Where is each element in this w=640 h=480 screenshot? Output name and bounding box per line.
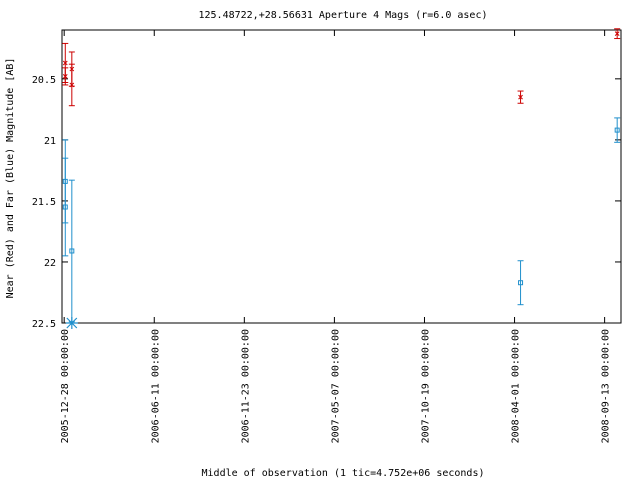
plot-frame <box>61 29 622 324</box>
x-tick-label: 2008-04-01 00:00:00 <box>511 329 522 443</box>
data-point-near <box>62 60 68 66</box>
x-tick-label: 2007-10-19 00:00:00 <box>420 329 431 443</box>
y-tick-label: 20.5 <box>32 75 56 86</box>
data-point-far <box>518 280 524 286</box>
data-point-near <box>69 82 75 88</box>
plot-area: 20.5 21 21.5 22 22.5 2005-12-28 00:00:00 2006-… <box>32 28 622 443</box>
data-point-far <box>62 204 68 210</box>
x-axis-label: Middle of observation (1 tic=4.752e+06 s… <box>202 468 485 479</box>
chart-title: 125.48722,+28.56631 Aperture 4 Mags (r=6… <box>199 10 488 21</box>
y-tick-label: 21.5 <box>32 197 56 208</box>
data-point-near <box>518 94 523 100</box>
y-tick-label: 22 <box>44 258 56 269</box>
x-tick-label: 2008-09-13 00:00:00 <box>601 329 612 443</box>
x-tick-label: 2006-06-11 00:00:00 <box>150 329 161 443</box>
x-tick-label: 2007-05-07 00:00:00 <box>330 329 341 443</box>
y-axis-label: Near (Red) and Far (Blue) Magnitude [AB] <box>5 58 16 299</box>
x-tick-label: 2006-11-23 00:00:00 <box>240 329 251 443</box>
upper-limit-marker <box>65 317 78 329</box>
y-tick-label: 22.5 <box>32 319 56 330</box>
data-point-near <box>62 74 68 79</box>
x-tick-label: 2005-12-28 00:00:00 <box>60 329 71 443</box>
data-point-far <box>69 248 75 254</box>
y-tick-label: 21 <box>44 136 56 147</box>
data-point-far <box>614 127 620 133</box>
data-point-near <box>614 31 620 37</box>
